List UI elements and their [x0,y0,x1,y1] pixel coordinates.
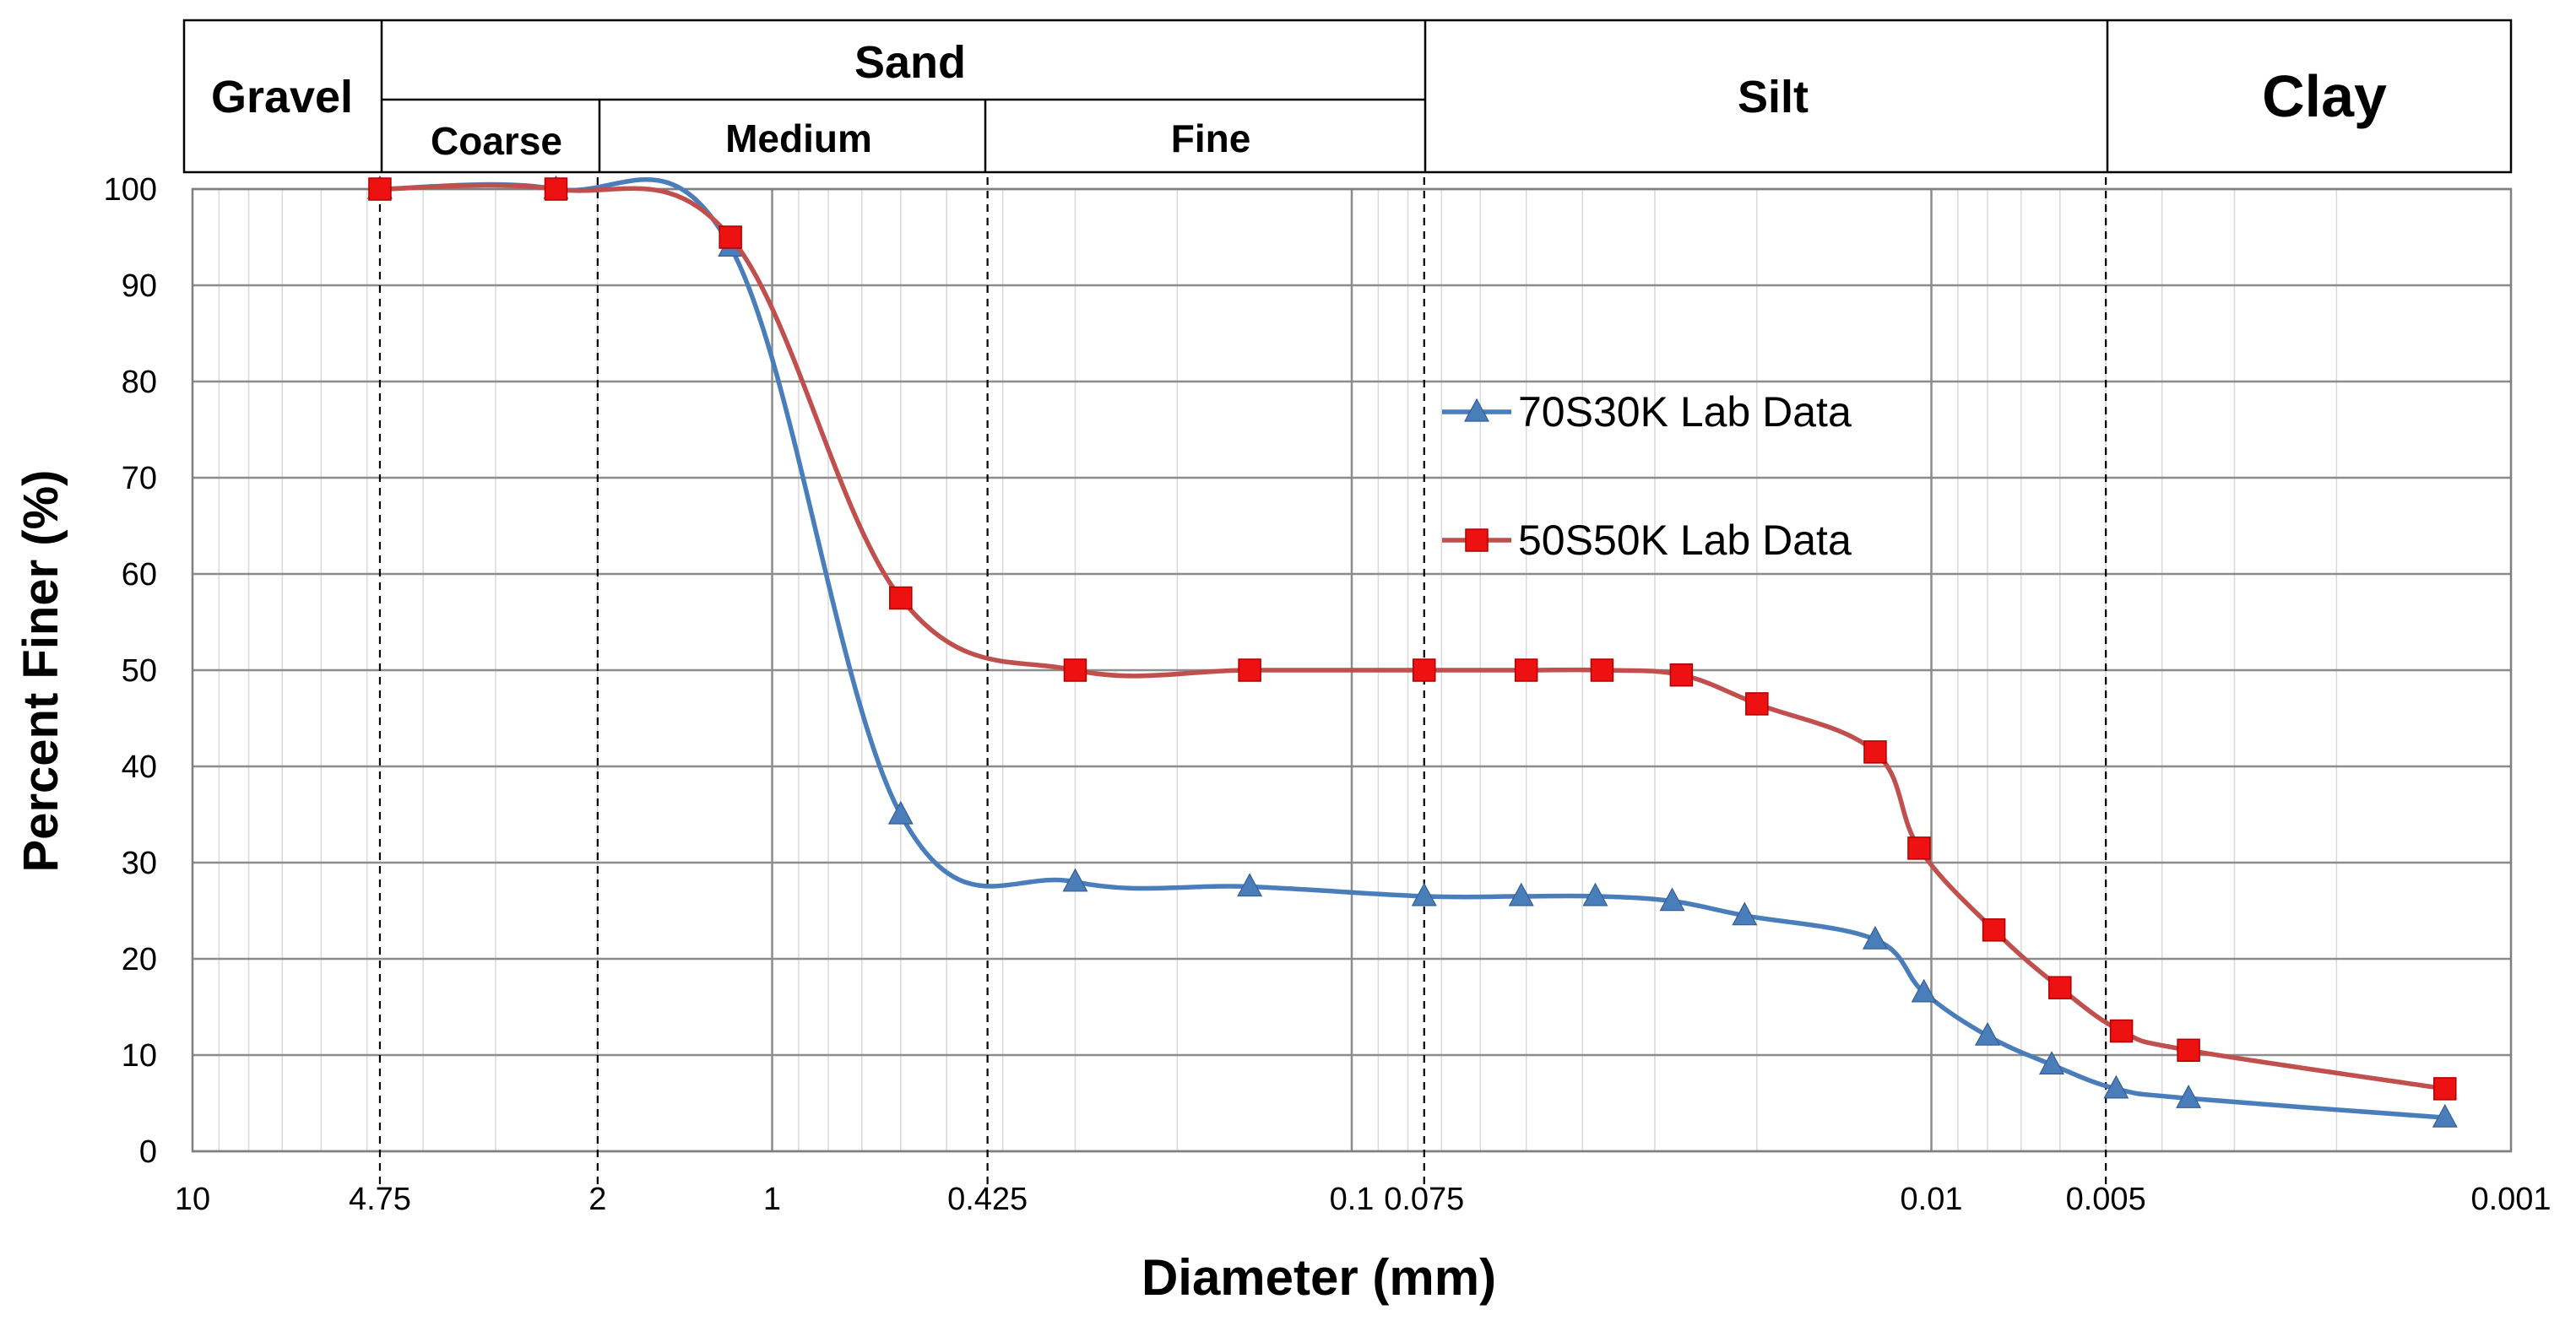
plot-frame [191,187,2513,1153]
data-point [887,800,914,825]
data-point [1237,873,1263,897]
data-point [2432,1103,2458,1128]
data-point [889,586,913,610]
class-boundary-lines [378,177,2107,1188]
medium-sand-label: Medium [725,116,872,160]
legend-label: 50S50K Lab Data [1518,517,1852,564]
legend-marker [1463,398,1490,422]
x-tick-label: 0.075 [1384,1182,1464,1217]
data-point [1514,658,1538,682]
series-line [379,182,2446,1091]
y-tick-label: 60 [122,557,157,593]
x-tick-label: 0.425 [947,1182,1028,1217]
x-tick-label: 0.01 [1901,1182,1963,1217]
data-point [1062,868,1088,892]
data-point [2048,976,2072,999]
data-point [1238,658,1261,682]
fine-sand-label: Fine [1171,116,1251,160]
y-tick-label: 70 [122,461,157,496]
data-point [719,225,742,249]
data-series [366,175,2458,1128]
header-frame [182,19,2513,174]
data-point [368,177,392,201]
x-axis-title: Diameter (mm) [1142,1249,1496,1306]
y-tick-label: 50 [122,653,157,689]
data-point [1411,882,1437,907]
soil-classification-header [182,19,2513,174]
data-point [2433,1077,2457,1101]
data-point [1863,740,1887,764]
data-point [2103,1074,2129,1099]
y-tick-label: 30 [122,846,157,881]
data-point [1582,882,1608,907]
data-point [1862,925,1888,950]
data-point [1907,836,1931,860]
y-axis-title: Percent Finer (%) [14,470,68,873]
y-tick-label: 20 [122,942,157,977]
data-point [1732,901,1758,926]
data-point [544,177,568,201]
y-tick-labels: 0 10 20 30 40 50 60 70 80 90 100 [104,172,157,1170]
x-tick-label: 0.001 [2470,1182,2551,1217]
data-point [2039,1051,2065,1075]
silt-label: Silt [1738,72,1809,122]
y-tick-label: 90 [122,268,157,304]
data-point [2109,1019,2134,1043]
series-line [379,177,2445,1120]
x-tick-label: 2 [588,1182,606,1217]
sand-label: Sand [854,37,966,88]
data-point [1508,882,1534,907]
data-point [2177,1038,2200,1063]
data-point [1659,887,1685,912]
x-tick-label: 10 [175,1182,210,1217]
y-tick-label: 0 [139,1134,157,1170]
legend-label: 70S30K Lab Data [1518,388,1852,436]
coarse-sand-label: Coarse [431,119,562,163]
data-point [1063,658,1087,682]
gravel-label: Gravel [211,72,353,122]
x-tick-labels: 10 4.75 2 1 0.425 0.1 0.075 0.01 0.005 0.001 [175,1182,2552,1217]
y-tick-label: 100 [104,172,157,208]
x-tick-label: 0.005 [2066,1182,2146,1217]
legend: 70S30K Lab Data 50S50K Lab Data [1442,388,1852,564]
data-point [1745,692,1769,716]
data-point [1982,918,2006,942]
y-tick-label: 10 [122,1038,157,1074]
legend-marker [1465,528,1489,552]
y-tick-label: 80 [122,365,157,400]
data-point [1669,663,1694,687]
data-point [1911,978,1937,1003]
data-point [1975,1021,2001,1046]
x-tick-label: 1 [763,1182,781,1217]
y-tick-label: 40 [122,750,157,785]
x-tick-label: 0.1 [1330,1182,1375,1217]
data-point [1590,658,1614,682]
clay-label: Clay [2262,63,2387,129]
x-tick-label: 4.75 [349,1182,411,1217]
data-point [2176,1085,2202,1108]
data-point [1413,658,1436,682]
